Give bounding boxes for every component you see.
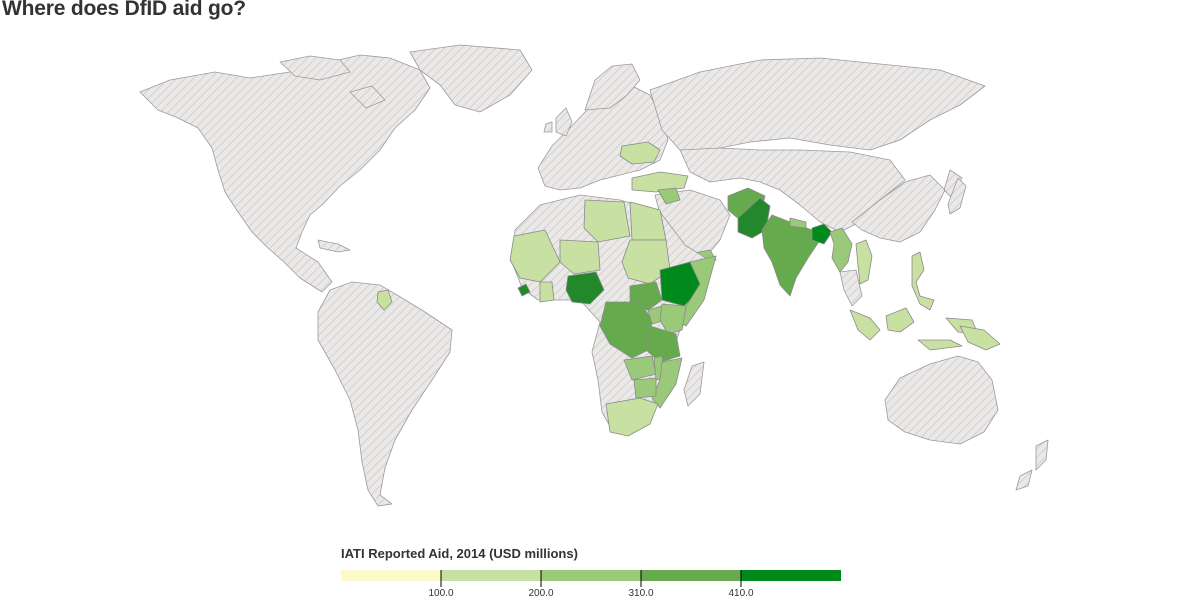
- south-america-landmass: [317, 281, 453, 507]
- central-asia: [679, 147, 906, 233]
- caribbean-islands: [317, 239, 351, 253]
- region-syria: [657, 187, 681, 205]
- region-drc: [599, 301, 653, 359]
- region-south-africa: [605, 397, 659, 437]
- region-india: [761, 214, 821, 297]
- legend-tick-label: 200.0: [528, 588, 553, 599]
- southeast-asia-hatched: [839, 269, 863, 307]
- region-bangladesh: [811, 223, 833, 245]
- region-kenya: [659, 303, 687, 335]
- region-tanzania: [645, 325, 681, 363]
- legend-color-scale: 100.0 200.0 310.0 410.0: [341, 570, 841, 599]
- region-ghana: [539, 281, 555, 303]
- legend-swatch: [341, 570, 441, 581]
- region-nigeria: [565, 271, 605, 305]
- scandinavia: [584, 63, 641, 111]
- region-turkey: [631, 171, 689, 193]
- region-mozambique: [651, 357, 683, 409]
- legend-swatch: [441, 570, 541, 581]
- australia-landmass: [884, 355, 999, 445]
- legend-tick-label: 100.0: [428, 588, 453, 599]
- region-nepal: [789, 217, 807, 229]
- region-libya: [583, 199, 631, 243]
- japan: [947, 177, 967, 215]
- legend-tick-label: 310.0: [628, 588, 653, 599]
- region-sierra-leone: [517, 283, 531, 297]
- uk-ireland: [543, 107, 573, 137]
- legend-tick-label: 410.0: [728, 588, 753, 599]
- region-vietnam: [855, 239, 873, 285]
- world-map: [139, 44, 1049, 507]
- region-zimbabwe: [633, 377, 657, 399]
- page-title: Where does DfID aid go?: [2, 0, 246, 20]
- region-philippines: [911, 251, 935, 311]
- legend-swatch: [641, 570, 741, 581]
- region-niger: [559, 239, 601, 275]
- legend-title: IATI Reported Aid, 2014 (USD millions): [341, 546, 578, 561]
- madagascar: [683, 361, 705, 407]
- region-burma: [829, 227, 853, 273]
- legend-swatch: [741, 570, 841, 581]
- russia-landmass: [649, 57, 986, 151]
- legend-swatch: [541, 570, 641, 581]
- greenland-landmass: [409, 44, 533, 113]
- new-zealand: [1015, 439, 1049, 491]
- region-ukraine: [619, 141, 661, 165]
- region-papua-new-guinea: [959, 325, 1001, 351]
- region-indonesia: [849, 307, 979, 351]
- arctic-islands: [279, 55, 386, 109]
- north-america-landmass: [139, 54, 431, 293]
- region-guyana: [376, 289, 393, 311]
